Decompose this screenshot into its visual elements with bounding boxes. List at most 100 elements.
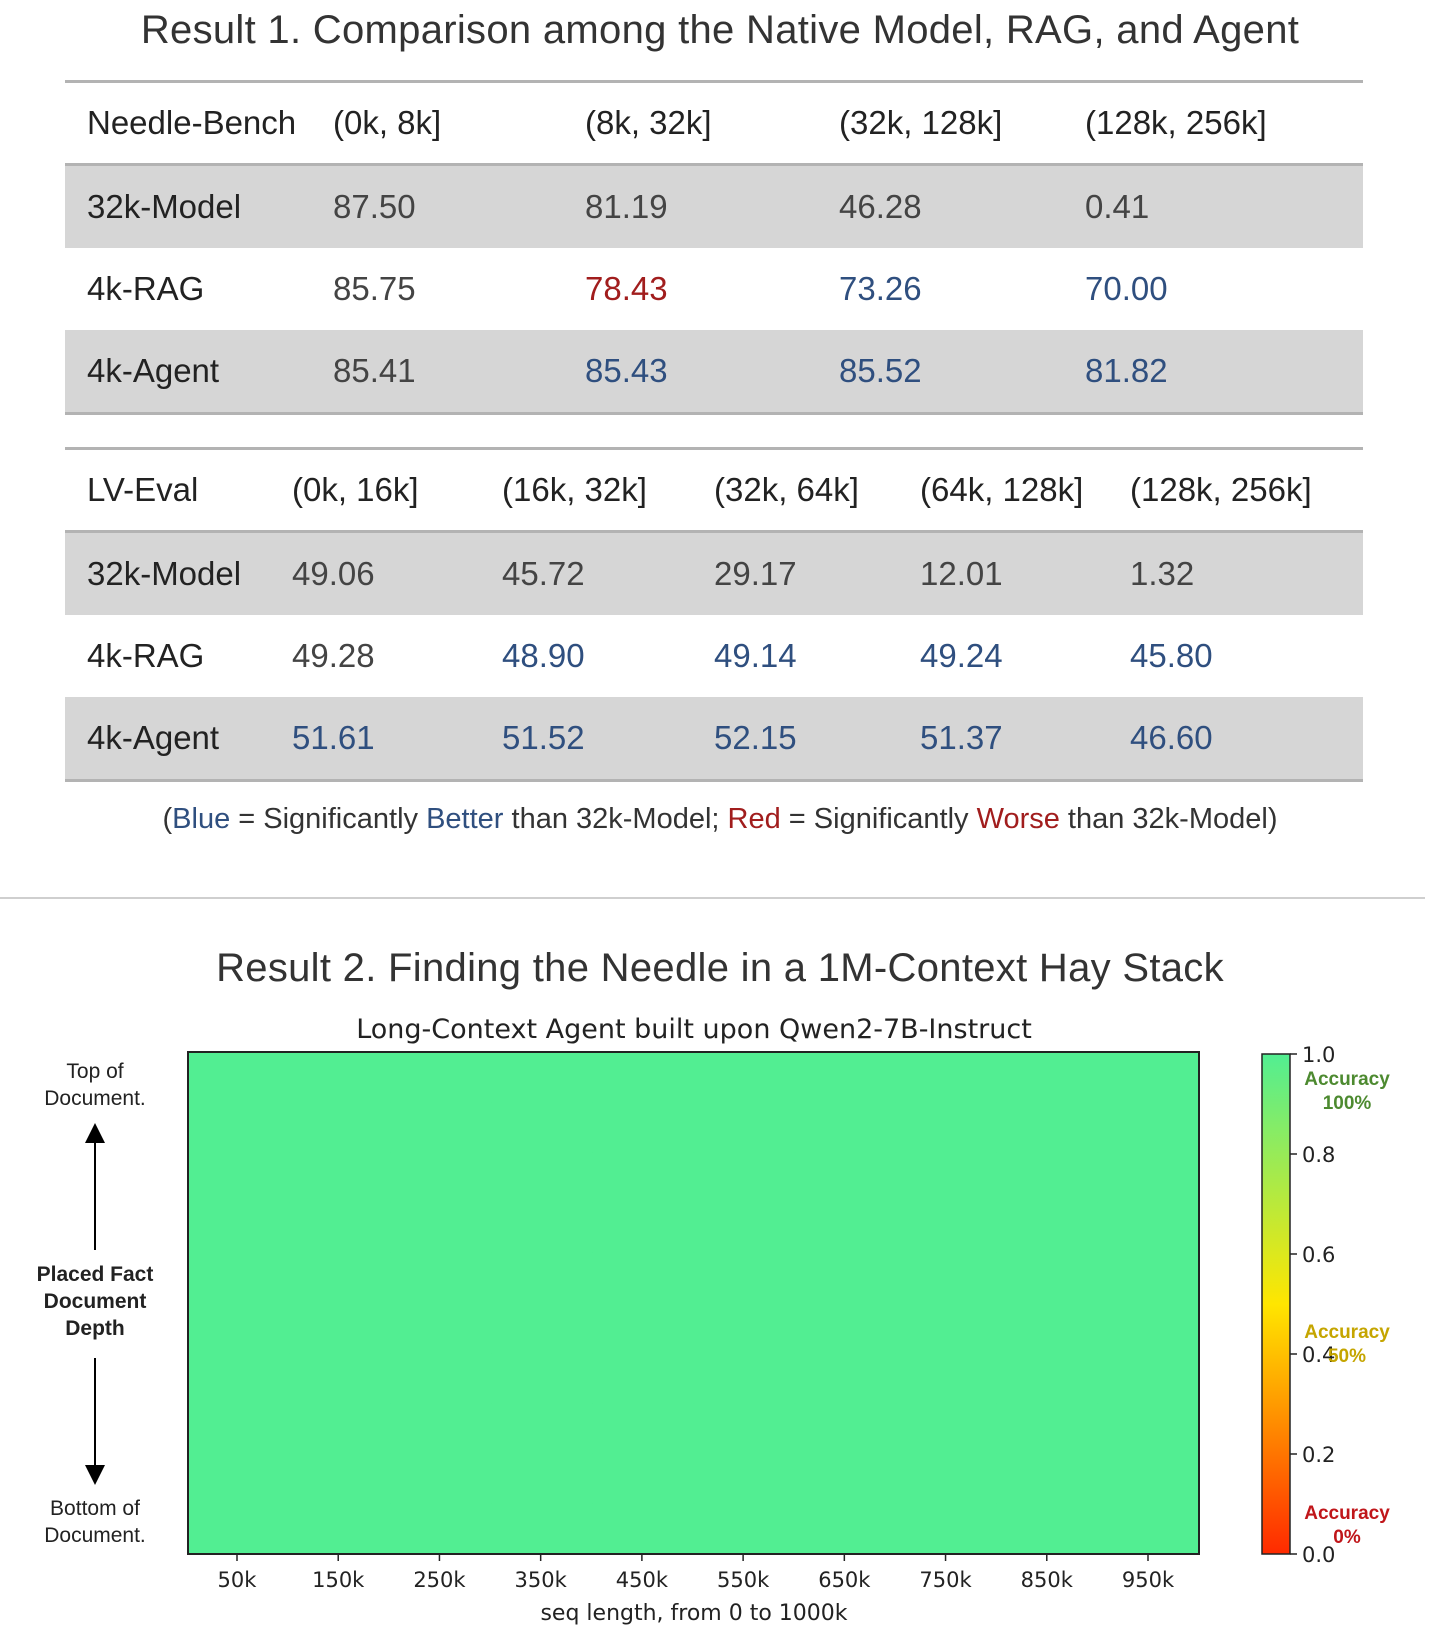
heatmap-cell bbox=[592, 1102, 695, 1153]
heatmap-cell bbox=[693, 1102, 796, 1153]
heatmap-cell bbox=[895, 1353, 998, 1404]
heatmap-cell bbox=[491, 1353, 593, 1404]
heatmap-cell bbox=[693, 1252, 796, 1304]
heatmap-cell bbox=[592, 1303, 695, 1354]
note-eq2: = Significantly bbox=[780, 803, 977, 835]
needle-bench-table-row: 4k-RAG 85.75 78.43 73.26 70.00 bbox=[65, 248, 1363, 330]
note-red: Red bbox=[727, 803, 781, 835]
needle-bench-header-row: Needle-Bench (0k, 8k] (8k, 32k] (32k, 128k]… bbox=[65, 80, 1363, 166]
heatmap-cell bbox=[996, 1252, 1099, 1304]
lv-eval-score-cell: 49.06 bbox=[292, 531, 502, 615]
heatmap-cell bbox=[188, 1202, 290, 1254]
heatmap-cell bbox=[390, 1152, 492, 1204]
heatmap-cell bbox=[1097, 1503, 1200, 1555]
lv-eval-score-cell: 49.24 bbox=[920, 637, 1003, 674]
lv-eval-score-cell: 12.01 bbox=[920, 531, 1130, 615]
needle-bench-column-header: (128k, 256k] bbox=[1085, 80, 1363, 166]
needle-bench-score-cell: 46.28 bbox=[839, 164, 1085, 248]
heatmap-cell bbox=[592, 1503, 695, 1555]
lv-eval-column-header: (0k, 16k] bbox=[292, 447, 502, 533]
heatmap-cell bbox=[390, 1052, 492, 1103]
heatmap-cell bbox=[491, 1102, 593, 1153]
heatmap-cell bbox=[693, 1202, 796, 1254]
needle-bench-score-cell: 78.43 bbox=[585, 270, 668, 307]
lv-eval-score-cell: 1.32 bbox=[1130, 531, 1363, 615]
heatmap-cell bbox=[491, 1252, 593, 1304]
heatmap-cell bbox=[693, 1403, 796, 1455]
heatmap-cell bbox=[1097, 1453, 1200, 1505]
heatmap-cell bbox=[996, 1303, 1099, 1354]
heatmap-cell bbox=[693, 1152, 796, 1204]
heatmap-cell bbox=[794, 1052, 897, 1103]
heatmap-cell bbox=[289, 1252, 391, 1304]
heatmap-cell bbox=[996, 1052, 1099, 1103]
heatmap-cell bbox=[188, 1353, 290, 1404]
heatmap-cell bbox=[996, 1353, 1099, 1404]
needle-bench-score-cell: 85.43 bbox=[585, 330, 839, 415]
result2-title: Result 2. Finding the Needle in a 1M-Con… bbox=[216, 946, 1224, 990]
heatmap-cell bbox=[794, 1303, 897, 1354]
needle-bench-column-header: (8k, 32k] bbox=[585, 80, 839, 166]
colorbar-tick-label: 0.0 bbox=[1302, 1543, 1335, 1567]
heatmap-cell bbox=[289, 1353, 391, 1404]
lv-eval-table-row: 4k-RAG 49.28 48.90 49.14 49.24 45.80 bbox=[65, 615, 1363, 697]
needle-bench-score-cell: 85.41 bbox=[333, 330, 585, 415]
heatmap-cell bbox=[895, 1102, 998, 1153]
heatmap-cell bbox=[1097, 1102, 1200, 1153]
heatmap-cell bbox=[491, 1152, 593, 1204]
note-eq1: = Significantly bbox=[230, 803, 427, 835]
note-worse: Worse bbox=[976, 803, 1060, 835]
needle-bench-benchmark-name: Needle-Bench bbox=[65, 80, 333, 166]
colorbar-tick-label: 1.0 bbox=[1302, 1043, 1335, 1067]
x-tick-label: 650k bbox=[818, 1568, 871, 1592]
heatmap-cell bbox=[794, 1152, 897, 1204]
lv-eval-score-cell: 51.52 bbox=[502, 697, 714, 782]
heatmap-cell bbox=[693, 1052, 796, 1103]
note-blue: Blue bbox=[172, 803, 231, 835]
x-tick-label: 550k bbox=[717, 1568, 770, 1592]
heatmap-cell bbox=[188, 1303, 290, 1354]
colorbar-annotations: Accuracy 100% Accuracy 50% Accuracy 0% bbox=[1304, 1069, 1390, 1548]
needle-bench-column-header: (32k, 128k] bbox=[839, 80, 1085, 166]
heatmap-cell bbox=[390, 1353, 492, 1404]
heatmap-cell bbox=[794, 1453, 897, 1505]
lv-eval-column-header: (16k, 32k] bbox=[502, 447, 714, 533]
heatmap-cell bbox=[289, 1152, 391, 1204]
result1-title: Result 1. Comparison among the Native Mo… bbox=[140, 8, 1300, 52]
needle-bench-score-cell: 81.82 bbox=[1085, 330, 1363, 415]
x-tick-label: 250k bbox=[413, 1568, 466, 1592]
heatmap-cell bbox=[188, 1152, 290, 1204]
needle-bench-score-cell: 73.26 bbox=[839, 270, 922, 307]
heatmap-cell bbox=[794, 1252, 897, 1304]
heatmap-cell bbox=[895, 1503, 998, 1555]
note-open: ( bbox=[162, 803, 173, 835]
heatmap-cell bbox=[794, 1102, 897, 1153]
heatmap-cell bbox=[289, 1453, 391, 1505]
heatmap-cell bbox=[390, 1202, 492, 1254]
lv-eval-header-row: LV-Eval (0k, 16k] (16k, 32k] (32k, 64k] (64k… bbox=[65, 447, 1363, 533]
lv-eval-column-header: (32k, 64k] bbox=[714, 447, 920, 533]
needle-bench-row-label: 4k-Agent bbox=[65, 330, 333, 415]
heatmap-cell bbox=[592, 1202, 695, 1254]
chart-title: Long-Context Agent built upon Qwen2-7B-I… bbox=[356, 1014, 1032, 1045]
colorbar-tick-label: 0.2 bbox=[1302, 1443, 1335, 1467]
heatmap-cells bbox=[188, 1052, 1200, 1555]
lv-eval-score-cell: 49.28 bbox=[292, 637, 375, 674]
lv-eval-table: LV-Eval (0k, 16k] (16k, 32k] (32k, 64k] (64k… bbox=[65, 447, 1363, 782]
heatmap-cell bbox=[895, 1202, 998, 1254]
colorbar bbox=[1261, 1053, 1291, 1555]
heatmap-cell bbox=[188, 1052, 290, 1103]
lv-eval-score-cell: 48.90 bbox=[502, 637, 585, 674]
y-middle-label: Placed Fact Document Depth bbox=[37, 1263, 154, 1340]
needle-heatmap-chart: Long-Context Agent built upon Qwen2-7B-I… bbox=[37, 1014, 1391, 1626]
x-tick-label: 750k bbox=[919, 1568, 972, 1592]
note-than2: than 32k-Model) bbox=[1059, 803, 1278, 835]
heatmap-cell bbox=[289, 1403, 391, 1455]
x-tick-label: 450k bbox=[616, 1568, 669, 1592]
heatmap-cell bbox=[592, 1052, 695, 1103]
note-than1: than 32k-Model; bbox=[503, 803, 728, 835]
colorbar-tick-label: 0.4 bbox=[1302, 1343, 1335, 1367]
heatmap-cell bbox=[390, 1453, 492, 1505]
heatmap-cell bbox=[289, 1102, 391, 1153]
heatmap-cell bbox=[996, 1503, 1099, 1555]
